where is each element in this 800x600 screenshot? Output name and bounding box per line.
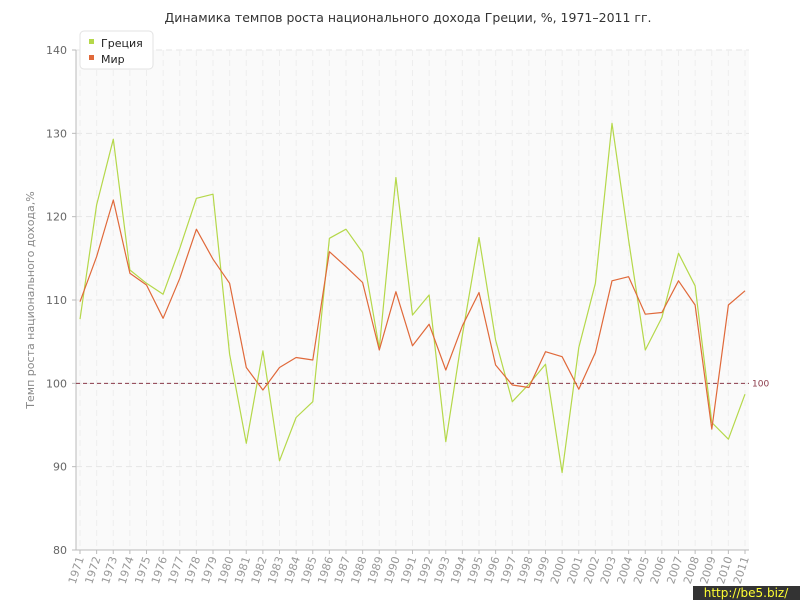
watermark-background bbox=[693, 586, 800, 600]
series-line-world[interactable] bbox=[79, 199, 746, 430]
legend-box bbox=[79, 30, 154, 70]
x-axis-ticks: 1971197219731974197519761977197819791980… bbox=[66, 550, 752, 586]
legend-label-world[interactable]: Мир bbox=[101, 53, 125, 66]
legend-label-greece[interactable]: Греция bbox=[101, 37, 143, 50]
y-tick-label: 100 bbox=[46, 377, 67, 390]
y-tick-label: 90 bbox=[53, 461, 67, 474]
y-tick-label: 130 bbox=[46, 127, 67, 140]
y-tick-label: 140 bbox=[46, 44, 67, 57]
grid bbox=[76, 49, 749, 550]
legend[interactable]: Греция Мир bbox=[79, 30, 154, 70]
legend-swatch-world bbox=[89, 55, 94, 60]
y-tick-label: 120 bbox=[46, 211, 67, 224]
series-line-greece[interactable] bbox=[79, 122, 746, 474]
y-axis-label: Темп роста национального дохода,% bbox=[24, 191, 37, 409]
chart-title: Динамика темпов роста национального дохо… bbox=[164, 10, 651, 25]
watermark: http://be5.biz/ bbox=[693, 586, 800, 600]
y-tick-label: 110 bbox=[46, 294, 67, 307]
y-tick-label: 80 bbox=[53, 544, 67, 557]
y-axis-ticks: 80 90 100 110 120 130 140 bbox=[46, 44, 76, 557]
series-layer bbox=[79, 122, 746, 474]
watermark-text: http://be5.biz/ bbox=[704, 586, 789, 600]
legend-swatch-greece bbox=[89, 39, 94, 44]
reference-line-label: 100 bbox=[752, 379, 769, 389]
